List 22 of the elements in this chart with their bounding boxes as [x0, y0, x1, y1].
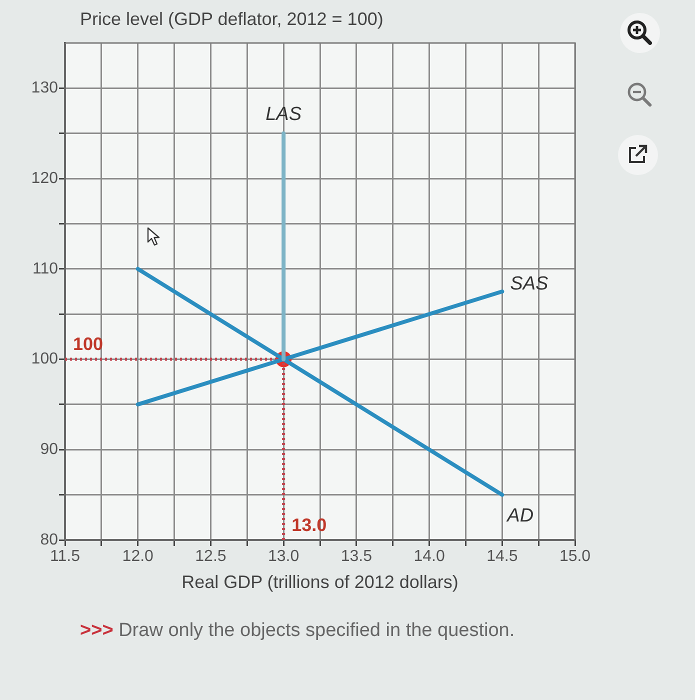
- x-axis-title: Real GDP (trillions of 2012 dollars): [182, 572, 458, 592]
- series-label: AD: [506, 506, 534, 527]
- series-label: SAS: [510, 273, 548, 294]
- annotation: 100: [73, 334, 104, 354]
- x-tick-label: 13.5: [340, 548, 372, 566]
- y-tick-label: 120: [31, 170, 58, 187]
- text: >>> Draw only the objects specified in the question.: [80, 620, 515, 641]
- x-tick-label: 15.0: [559, 548, 591, 566]
- x-tick-label: 14.5: [486, 548, 518, 566]
- y-tick-label: 130: [31, 80, 58, 97]
- y-tick-label: 80: [40, 531, 58, 548]
- y-tick-label: 100: [31, 350, 58, 368]
- y-tick-label: 110: [32, 260, 58, 278]
- x-tick-label: 12.5: [195, 548, 226, 566]
- x-tick-label: 11.5: [50, 548, 80, 566]
- y-tick-label: 90: [40, 441, 58, 458]
- x-tick-label: 14.0: [414, 548, 445, 566]
- x-tick-label: 12.0: [122, 548, 154, 566]
- y-axis-title: Price level (GDP deflator, 2012 = 100): [80, 8, 384, 29]
- annotation: 13.0: [292, 514, 327, 535]
- x-tick-label: 13.0: [268, 548, 300, 566]
- series-label: LAS: [266, 104, 302, 126]
